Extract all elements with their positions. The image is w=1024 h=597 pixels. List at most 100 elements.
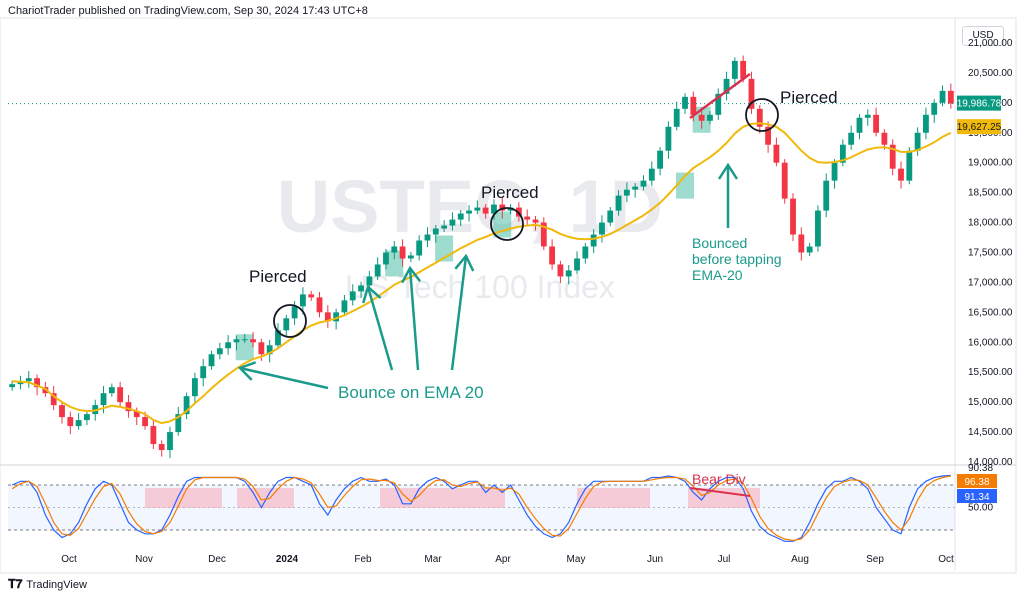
candle-body <box>881 132 888 145</box>
stoch-tick-label: 50.00 <box>968 503 993 514</box>
price-tick-label: 14,000.00 <box>968 457 1013 468</box>
candle-body <box>75 420 82 427</box>
candle-body <box>117 387 124 403</box>
candle-body <box>299 294 306 307</box>
stoch-k-value: 91.34 <box>964 492 989 503</box>
candle-body <box>449 219 456 226</box>
candle-body <box>682 96 688 109</box>
candle-body <box>657 150 664 169</box>
candle-body <box>623 189 630 196</box>
candle-body <box>557 264 564 277</box>
candle-body <box>698 114 705 121</box>
candle-body <box>632 186 639 190</box>
ema-price-badge <box>957 119 1001 135</box>
time-tick-label: Jun <box>647 554 663 565</box>
candle-body <box>391 246 398 253</box>
time-tick-label: Apr <box>495 554 511 565</box>
candle-body <box>599 222 605 235</box>
price-tick-label: 15,500.00 <box>968 367 1013 378</box>
candle-body <box>167 432 173 451</box>
candle-body <box>457 213 464 220</box>
candle-body <box>565 270 572 277</box>
annotation-arrow <box>408 267 420 371</box>
candle-body <box>831 162 838 181</box>
candle-body <box>640 180 647 187</box>
price-tick-label: 21,000.00 <box>968 38 1013 49</box>
footer: 𝐓𝟕 TradingView <box>8 577 87 592</box>
annotation-arrow <box>239 366 329 390</box>
stoch-d-value: 96.38 <box>964 477 989 488</box>
bounced-label: before tapping <box>692 251 782 267</box>
publisher-header: ChariotTrader published on TradingView.c… <box>8 5 368 17</box>
candle-body <box>432 228 439 235</box>
candle-body <box>9 384 16 388</box>
candle-body <box>84 414 90 421</box>
candle-body <box>482 207 489 214</box>
time-tick-label: Sep <box>866 554 884 565</box>
candle-body <box>67 417 74 427</box>
pierced-circle <box>273 304 307 338</box>
candle-body <box>283 318 290 331</box>
candle-body <box>798 234 805 253</box>
annotations: Pierced Pierced Pierced Bounce on EMA 20 Bou… <box>237 72 838 402</box>
time-tick-label: Feb <box>354 554 372 565</box>
candle-body <box>175 414 182 433</box>
candle-body <box>499 204 506 211</box>
time-tick-label: Dec <box>208 554 226 565</box>
price-tick-label: 19,000.00 <box>968 158 1013 169</box>
candle-body <box>856 117 863 133</box>
candle-body <box>241 339 248 341</box>
candle-body <box>374 264 381 277</box>
stoch-d-line <box>11 475 951 542</box>
time-tick-label: Jul <box>718 554 731 565</box>
candlestick-series <box>9 55 954 459</box>
time-axis[interactable]: Oct Nov Dec 2024 Feb Mar Apr May Jun Jul Aug Sep Oct <box>61 554 954 565</box>
candle-body <box>864 114 871 118</box>
pierced-label: Pierced <box>249 267 307 286</box>
candle-body <box>898 168 904 181</box>
candle-body <box>424 234 431 241</box>
candle-body <box>225 342 232 349</box>
time-tick-label: Aug <box>791 554 809 565</box>
candle-body <box>773 144 780 163</box>
candle-body <box>690 96 697 115</box>
candle-body <box>715 93 722 115</box>
annotation-arrowhead <box>362 284 382 304</box>
candle-body <box>358 285 364 292</box>
overbought-highlight <box>145 488 222 508</box>
candle-body <box>216 348 223 355</box>
price-tick-label: 15,000.00 <box>968 397 1013 408</box>
candle-body <box>266 345 273 355</box>
candle-body <box>316 297 323 313</box>
candle-body <box>582 246 589 259</box>
candle-body <box>258 342 265 355</box>
candle-body <box>383 252 389 265</box>
candle-body <box>291 306 298 319</box>
ema20-line <box>12 122 952 425</box>
overbought-highlight <box>380 488 505 508</box>
stoch-k-badge <box>957 489 997 503</box>
candle-body <box>133 411 140 418</box>
last-price-badge <box>957 95 1001 111</box>
currency-button[interactable]: USD <box>962 26 1004 46</box>
bounce-highlight <box>235 334 254 361</box>
candle-body <box>540 222 547 247</box>
brand-label: TradingView <box>26 578 87 591</box>
candle-body <box>549 246 556 265</box>
price-axis[interactable]: 14,000.00 14,500.00 15,000.00 15,500.00 16,0… <box>957 38 1013 468</box>
price-tick-label: 17,000.00 <box>968 277 1013 288</box>
candle-body <box>349 291 356 301</box>
overbought-highlight <box>688 488 760 508</box>
stochastic-pane: Bear Div 90.38 50.00 96.38 91.34 <box>8 463 997 542</box>
candle-body <box>250 339 256 343</box>
chart-grid <box>0 17 1017 574</box>
candle-body <box>474 207 481 211</box>
candle-body <box>873 114 879 133</box>
candle-body <box>790 198 796 235</box>
pierced-circle <box>745 98 779 132</box>
candle-body <box>341 300 348 313</box>
candle-body <box>407 255 414 259</box>
candle-body <box>740 60 747 79</box>
annotation-arrowhead <box>401 265 422 284</box>
